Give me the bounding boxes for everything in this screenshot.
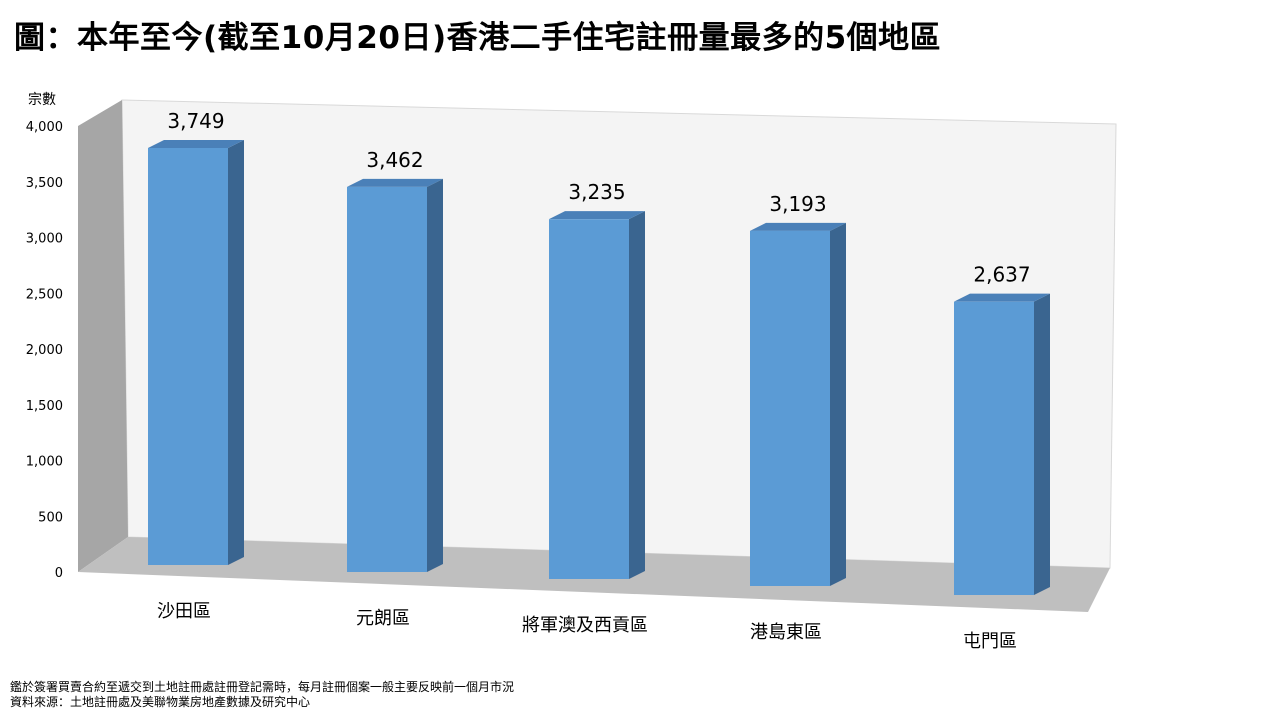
bar-front-face: [954, 301, 1034, 595]
bar-top-face: [954, 293, 1050, 302]
data-label: 2,637: [973, 263, 1030, 287]
y-tick-label: 3,500: [26, 176, 63, 191]
bar-top-face: [148, 140, 244, 148]
data-label: 3,193: [769, 192, 826, 216]
data-label: 3,462: [366, 148, 423, 172]
bar-front-face: [750, 230, 830, 586]
footnote-note: 鑑於簽署買賣合約至遞交到土地註冊處註冊登記需時，每月註冊個案一般主要反映前一個月…: [10, 680, 515, 694]
y-tick-label: 3,000: [26, 232, 63, 247]
bar: 3,193: [750, 192, 846, 586]
bar-top-face: [549, 211, 645, 220]
bar: 2,637: [954, 263, 1050, 595]
y-tick-label: 4,000: [26, 120, 63, 135]
chart-title: 圖：本年至今(截至10月20日)香港二手住宅註冊量最多的5個地區: [14, 20, 942, 56]
x-tick-label: 屯門區: [963, 631, 1017, 652]
data-label: 3,235: [568, 180, 625, 204]
bar-side-face: [830, 222, 846, 586]
bar-side-face: [427, 178, 443, 572]
footnote-source: 資料來源：土地註冊處及美聯物業房地產數據及研究中心: [10, 695, 311, 709]
bar-top-face: [750, 222, 846, 231]
y-tick-label: 500: [38, 510, 63, 525]
bar-front-face: [347, 186, 427, 572]
y-axis-label: 宗數: [28, 92, 56, 108]
y-axis-ticks: 0 500 1,000 1,500 2,000 2,500 3,000 3,500 4,000: [26, 120, 63, 581]
data-label: 3,749: [167, 109, 224, 133]
y-tick-label: 2,500: [26, 287, 63, 302]
x-tick-label: 元朗區: [356, 608, 410, 629]
y-tick-label: 1,500: [26, 399, 63, 414]
bar-front-face: [549, 219, 629, 579]
bar-side-face: [629, 211, 645, 579]
y-tick-label: 1,000: [26, 455, 63, 470]
x-tick-label: 將軍澳及西貢區: [522, 615, 648, 636]
bar: 3,749: [148, 109, 244, 565]
bar: 3,462: [347, 148, 443, 572]
side-wall: [78, 100, 128, 572]
bar-side-face: [1034, 293, 1050, 595]
y-tick-label: 0: [55, 566, 63, 581]
x-tick-label: 沙田區: [157, 601, 211, 622]
bar-side-face: [228, 140, 244, 565]
x-axis-labels: 沙田區 元朗區 將軍澳及西貢區 港島東區 屯門區: [157, 601, 1017, 652]
bar-front-face: [148, 148, 228, 565]
y-tick-label: 2,000: [26, 343, 63, 358]
bars: 3,749 3,462 3,235 3,193 2,637: [148, 109, 1050, 595]
x-tick-label: 港島東區: [750, 622, 822, 643]
bar: 3,235: [549, 180, 645, 579]
bar-top-face: [347, 178, 443, 187]
